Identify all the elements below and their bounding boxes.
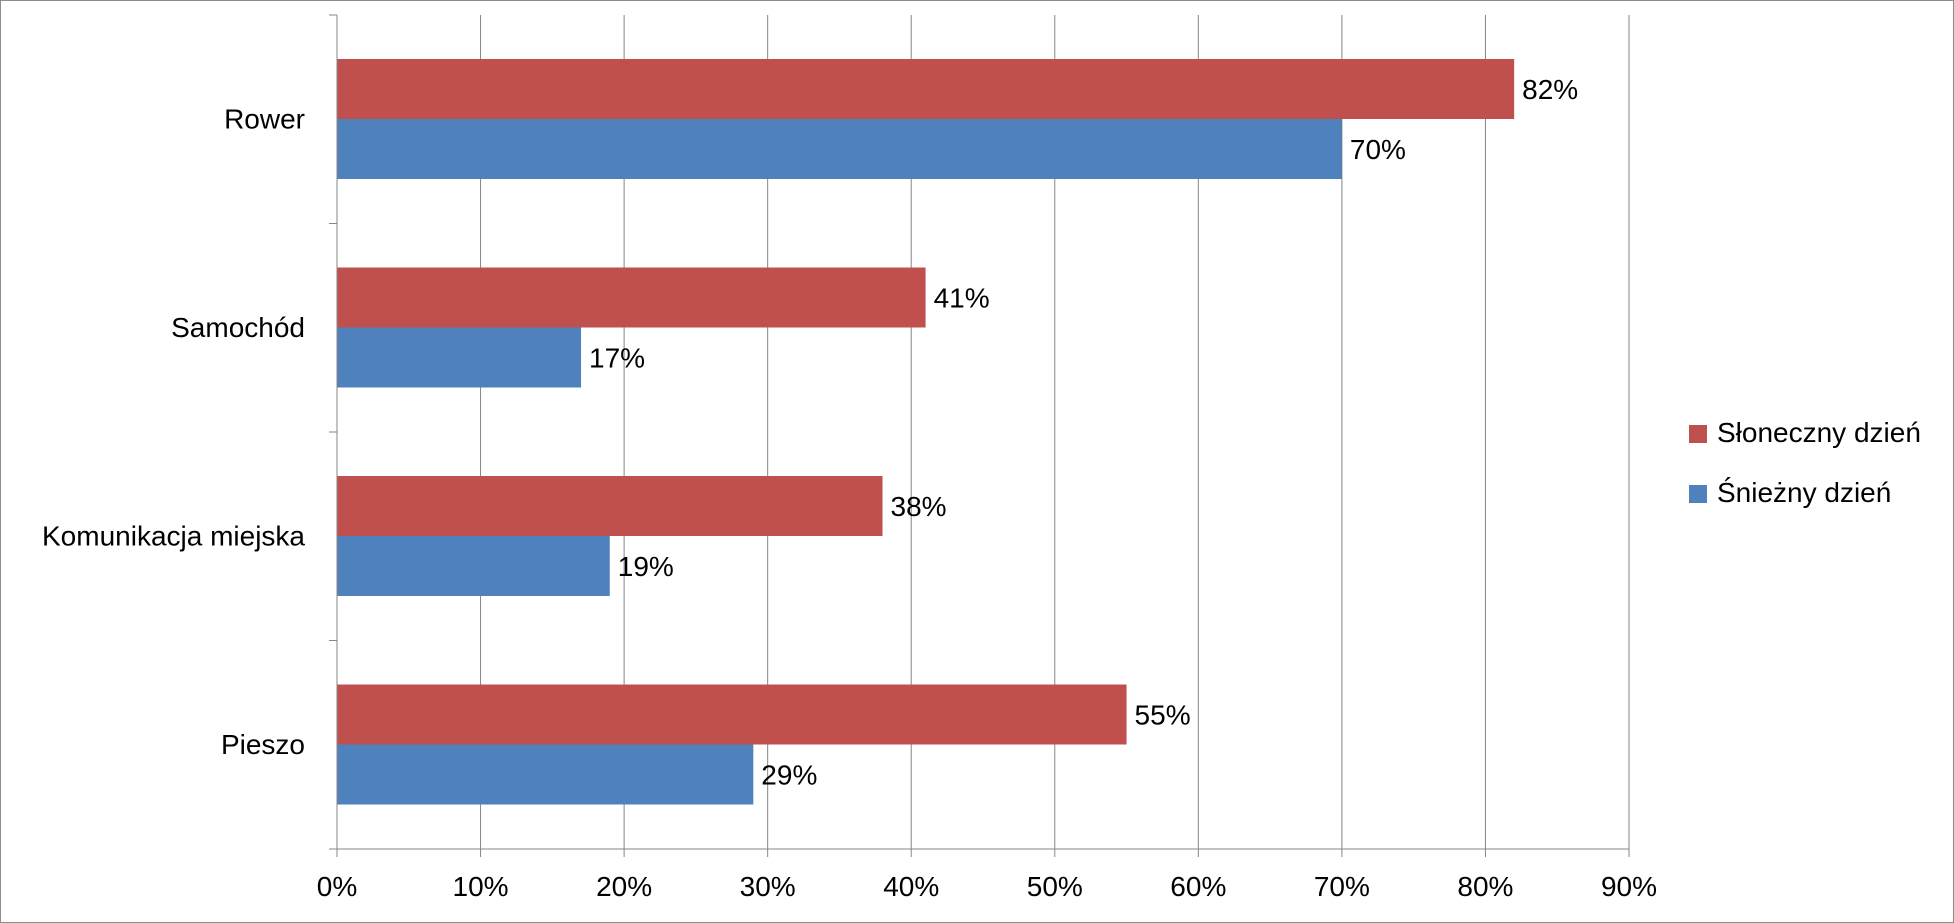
category-label: Samochód bbox=[171, 312, 305, 343]
x-tick-label: 50% bbox=[1027, 871, 1083, 902]
data-labels: 82% 70% 41% 17% 38% 19% 55% 29% bbox=[589, 74, 1578, 791]
category-label: Pieszo bbox=[221, 729, 305, 760]
x-tick-label: 30% bbox=[740, 871, 796, 902]
x-tick-label: 60% bbox=[1170, 871, 1226, 902]
legend: Słoneczny dzień Śnieżny dzień bbox=[1689, 417, 1921, 508]
data-label: 70% bbox=[1350, 134, 1406, 165]
x-tick-label: 70% bbox=[1314, 871, 1370, 902]
category-label: Komunikacja miejska bbox=[42, 520, 305, 551]
x-tick-label: 10% bbox=[453, 871, 509, 902]
data-label: 19% bbox=[618, 551, 674, 582]
x-tick-label: 80% bbox=[1457, 871, 1513, 902]
data-label: 17% bbox=[589, 343, 645, 374]
legend-label: Śnieżny dzień bbox=[1717, 476, 1891, 508]
bar-sunny bbox=[337, 476, 883, 536]
data-label: 41% bbox=[934, 283, 990, 314]
bar-snowy bbox=[337, 744, 754, 805]
bar-sunny bbox=[337, 267, 926, 328]
data-label: 55% bbox=[1135, 700, 1191, 731]
data-label: 29% bbox=[761, 760, 817, 791]
legend-swatch bbox=[1689, 425, 1707, 443]
legend-label: Słoneczny dzień bbox=[1717, 417, 1921, 448]
x-tick-label: 20% bbox=[596, 871, 652, 902]
axes: 0% 10% 20% 30% 40% 50% 60% 70% 80% 90% Rower Samoch… bbox=[42, 14, 1657, 902]
data-label: 38% bbox=[891, 491, 947, 522]
bars bbox=[337, 59, 1515, 805]
data-label: 82% bbox=[1522, 74, 1578, 105]
bar-snowy bbox=[337, 119, 1342, 179]
bar-sunny bbox=[337, 59, 1515, 119]
x-tick-label: 90% bbox=[1601, 871, 1657, 902]
bar-snowy bbox=[337, 327, 582, 388]
bar-snowy bbox=[337, 536, 610, 596]
x-tick-label: 0% bbox=[317, 871, 357, 902]
x-tick-label: 40% bbox=[883, 871, 939, 902]
bar-sunny bbox=[337, 684, 1127, 745]
category-label: Rower bbox=[224, 103, 305, 134]
legend-swatch bbox=[1689, 485, 1707, 503]
